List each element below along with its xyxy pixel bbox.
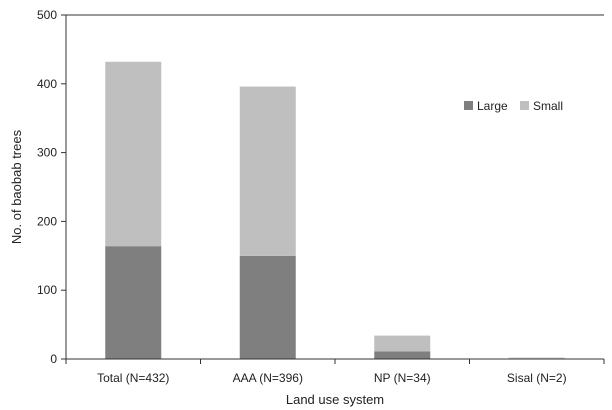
legend: Large Small [464,99,563,113]
bar-large-2 [374,351,431,359]
y-ticks: 0 100 200 300 400 500 [37,8,66,366]
y-tick-label: 300 [37,146,57,160]
x-tick-labels: Total (N=432) AAA (N=396) NP (N=34) Sisal (… [65,359,605,385]
bar-small-1 [239,86,296,256]
x-category-label: AAA (N=396) [233,371,303,385]
legend-swatch-large [464,101,473,110]
x-category-label: Total (N=432) [97,371,169,385]
x-category-label: NP (N=34) [374,371,431,385]
legend-label-small: Small [533,99,563,113]
bar-large-1 [239,255,296,359]
y-tick-label: 400 [37,77,57,91]
y-tick-label: 500 [37,8,57,22]
y-tick-label: 100 [37,283,57,297]
x-axis-title: Land use system [286,392,384,407]
bar-small-2 [374,335,431,352]
x-category-label: Sisal (N=2) [507,371,567,385]
bar-small-3 [508,357,565,359]
y-axis-title: No. of baobab trees [9,129,24,244]
bar-large-0 [105,246,162,359]
legend-label-large: Large [477,99,508,113]
bar-small-0 [105,61,162,247]
y-tick-label: 200 [37,214,57,228]
legend-swatch-small [520,101,529,110]
bars-layer [105,61,565,359]
y-tick-label: 0 [50,352,57,366]
